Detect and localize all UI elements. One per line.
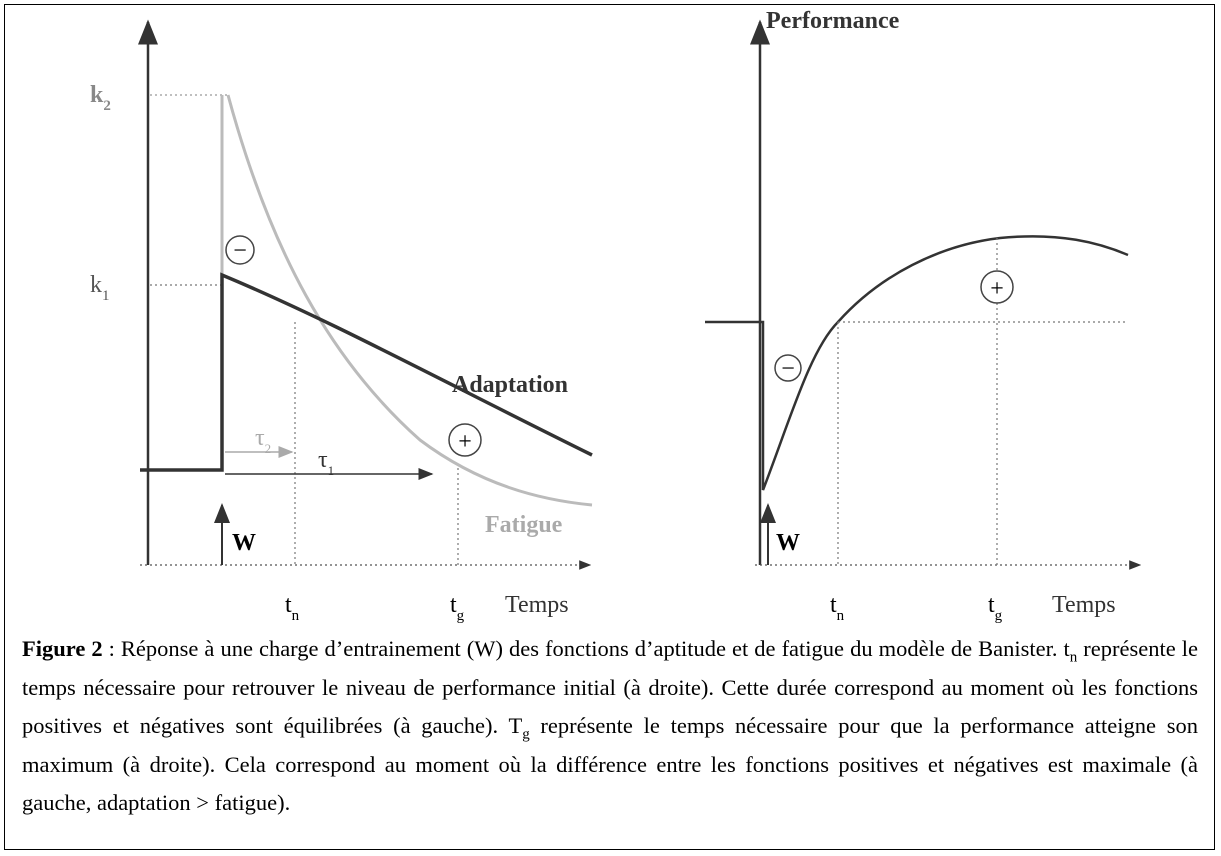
k1-base: k (90, 272, 102, 298)
left-plot: − + k2 k1 Adaptation Fatigue τ2 τ1 W tn … (90, 19, 593, 624)
caption-sub: g (522, 726, 530, 743)
y-axis-label: Performance (766, 8, 900, 34)
k2-base: k (90, 82, 104, 108)
tn-base: t (285, 592, 292, 618)
tn-sub: n (292, 608, 300, 624)
k1-label: k1 (90, 272, 110, 304)
plus-circle (980, 270, 1014, 304)
plus-sign: + (990, 276, 1004, 302)
tg-sub: g (457, 608, 465, 624)
w-label: W (776, 530, 800, 556)
caption-text: : Réponse à une charge d’entrainement (W… (102, 636, 1070, 661)
tau1-label: τ1 (318, 447, 334, 478)
tg-label: tg (450, 592, 465, 624)
right-plot: − + Performance W tn tg Temps (705, 8, 1142, 624)
tau2-base: τ (255, 425, 265, 451)
plus-sign: + (458, 429, 472, 455)
tau1-base: τ (318, 447, 328, 473)
plus-circle (448, 423, 482, 457)
minus-sign: − (233, 238, 247, 264)
tg-base: t (988, 592, 995, 618)
tn-label: tn (285, 592, 300, 624)
caption-bold: Figure 2 (22, 636, 103, 661)
minus-circle (774, 354, 802, 382)
performance-curve (705, 235, 1129, 491)
tg-sub: g (995, 608, 1003, 624)
figure-caption: Figure 2 : Réponse à une charge d’entrai… (22, 630, 1198, 823)
k2-label: k2 (90, 82, 111, 114)
tau2-label: τ2 (255, 425, 271, 456)
tg-label: tg (988, 592, 1003, 624)
fatigue-curve (226, 94, 593, 507)
caption-sub: n (1069, 649, 1078, 666)
figure: − + k2 k1 Adaptation Fatigue τ2 τ1 W tn … (90, 8, 1142, 624)
tau1-sub: 1 (328, 463, 335, 478)
minus-sign: − (781, 356, 795, 382)
tau2-sub: 2 (265, 441, 272, 456)
caption-text: représente le temps nécessaire pour retr… (22, 636, 1198, 738)
w-label: W (232, 530, 256, 556)
k2-sub: 2 (103, 98, 111, 114)
figure-frame (4, 4, 1215, 850)
caption-text: représente le temps nécessaire pour que … (22, 713, 1198, 815)
tn-base: t (830, 592, 837, 618)
adaptation-curve (140, 272, 593, 472)
tn-sub: n (837, 608, 845, 624)
x-axis-label: Temps (505, 592, 569, 618)
fatigue-label: Fatigue (485, 512, 563, 538)
tg-base: t (450, 592, 457, 618)
k1-sub: 1 (102, 288, 110, 304)
x-axis-label: Temps (1052, 592, 1116, 618)
adaptation-label: Adaptation (452, 372, 568, 398)
minus-circle (225, 235, 255, 265)
tn-label: tn (830, 592, 845, 624)
